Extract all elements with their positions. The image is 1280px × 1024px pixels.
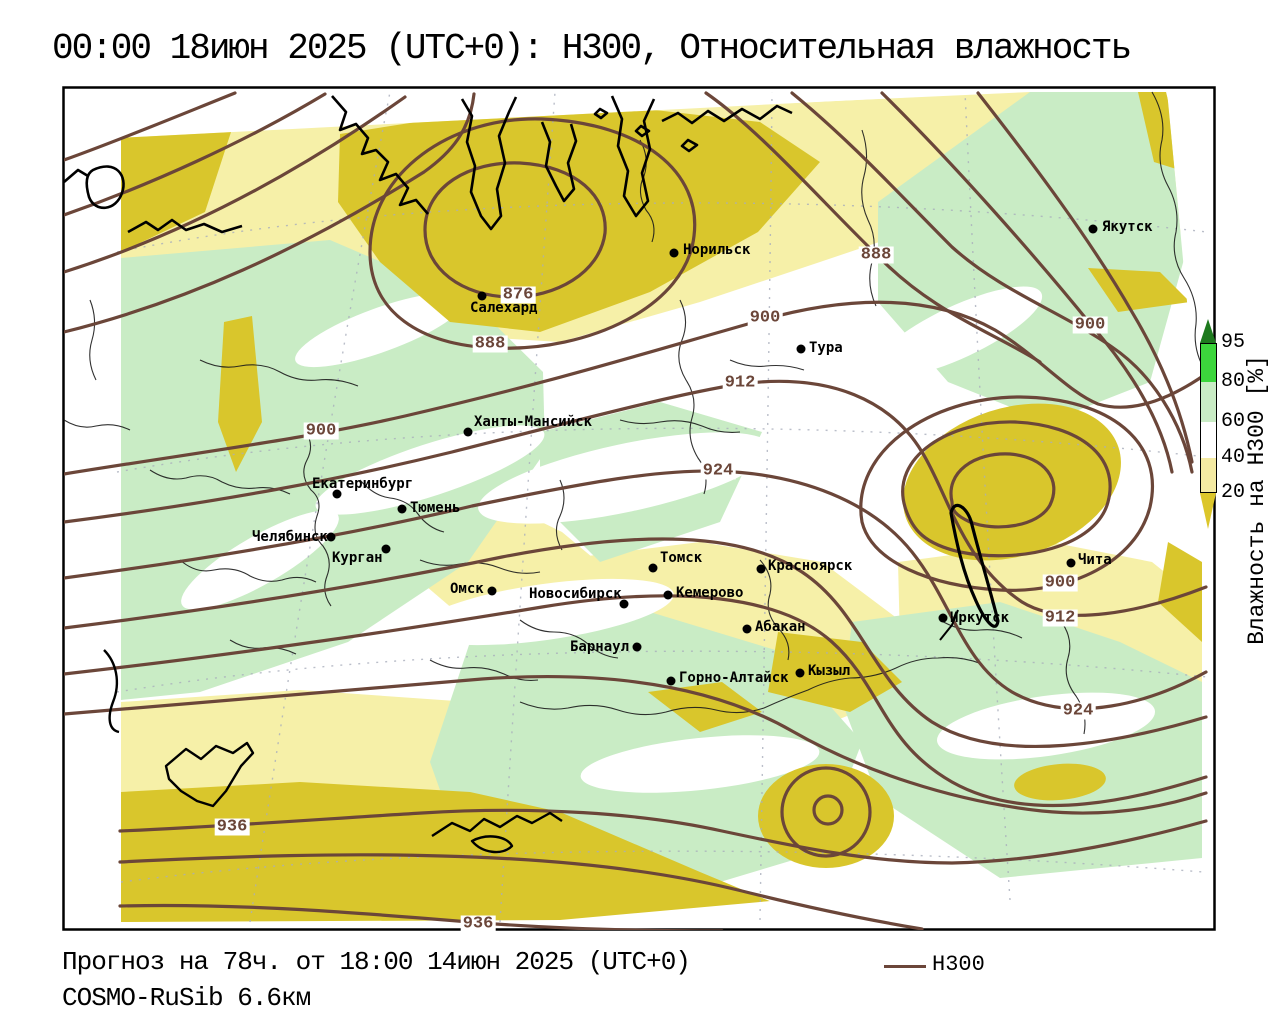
contour-label: 912 <box>722 373 758 393</box>
city-label: Красноярск <box>768 558 853 574</box>
city-dot <box>487 586 497 596</box>
city-dot <box>1088 224 1098 234</box>
city-dot <box>669 248 679 258</box>
city-label: Норильск <box>683 242 751 258</box>
colorbar-tick-label: 60 <box>1221 410 1246 433</box>
colorbar-edge <box>1200 343 1217 344</box>
graticule <box>116 91 1208 923</box>
city-dot <box>332 489 342 499</box>
colorbar-segment <box>1200 382 1217 422</box>
contour-label: 900 <box>1042 573 1078 593</box>
city-label: Екатеринбург <box>312 476 414 492</box>
contour-label: 936 <box>460 914 496 934</box>
colorbar-tick-label: 40 <box>1221 446 1246 469</box>
coastlines <box>64 95 1000 854</box>
city-label: Барнаул <box>570 639 630 655</box>
city-label: Новосибирск <box>529 586 622 602</box>
city-label: Курган <box>332 550 383 566</box>
contour-label: 900 <box>1072 315 1108 335</box>
city-dot <box>619 599 629 609</box>
h300-legend-line-sample <box>884 965 926 968</box>
colorbar-segment <box>1200 458 1217 493</box>
colorbar-segment <box>1200 343 1217 382</box>
colorbar-arrow-top <box>1200 319 1216 343</box>
city-dot <box>938 613 948 623</box>
city-dot <box>632 642 642 652</box>
city-dot <box>381 544 391 554</box>
city-dot <box>477 291 487 301</box>
contour-label: 936 <box>214 817 250 837</box>
contour-label: 888 <box>472 334 508 354</box>
city-dot <box>326 532 336 542</box>
city-dot <box>1066 558 1076 568</box>
city-dot <box>795 668 805 678</box>
city-dot <box>397 504 407 514</box>
contour-label: 876 <box>500 285 536 305</box>
colorbar-arrow-bottom <box>1200 493 1216 529</box>
colorbar-axis-label: Влажность на H300 [%] <box>1244 355 1270 645</box>
city-label: Тура <box>809 340 843 356</box>
city-label: Кемерово <box>676 585 744 601</box>
city-label: Горно-Алтайск <box>679 670 789 686</box>
city-label: Кызыл <box>808 663 851 679</box>
colorbar-edge <box>1200 492 1217 493</box>
city-label: Тюмень <box>410 500 461 516</box>
city-label: Салехард <box>470 300 538 316</box>
humidity-shading <box>117 91 1203 922</box>
contour-label: 912 <box>1042 608 1078 628</box>
city-label: Чита <box>1078 552 1112 568</box>
city-label: Челябинск <box>252 529 328 545</box>
city-dot <box>742 624 752 634</box>
city-dot <box>756 564 766 574</box>
colorbar-tick-label: 95 <box>1221 331 1246 354</box>
contour-label: 888 <box>858 245 894 265</box>
h300-legend-label: H300 <box>932 952 985 977</box>
city-label: Иркутск <box>950 610 1010 626</box>
page-title: 00:00 18июн 2025 (UTC+0): H300, Относите… <box>52 28 1132 69</box>
colorbar-segment <box>1200 422 1217 458</box>
city-label: Омск <box>450 581 484 597</box>
city-label: Якутск <box>1102 219 1153 235</box>
colorbar-tick-label: 20 <box>1221 481 1246 504</box>
colorbar-tick-label: 80 <box>1221 370 1246 393</box>
city-label: Томск <box>660 550 703 566</box>
contour-label: 900 <box>747 308 783 328</box>
city-dot <box>666 676 676 686</box>
city-dot <box>796 344 806 354</box>
contour-label: 900 <box>303 421 339 441</box>
city-label: Ханты-Мансийск <box>474 414 593 430</box>
city-dot <box>663 590 673 600</box>
model-info: COSMO-RuSib 6.6км <box>62 983 311 1013</box>
city-dot <box>648 563 658 573</box>
contour-label: 924 <box>1060 701 1096 721</box>
city-dot <box>463 427 473 437</box>
forecast-info: Прогноз на 78ч. от 18:00 14июн 2025 (UTC… <box>62 947 691 977</box>
city-label: Абакан <box>755 619 806 635</box>
contour-label: 924 <box>700 461 736 481</box>
